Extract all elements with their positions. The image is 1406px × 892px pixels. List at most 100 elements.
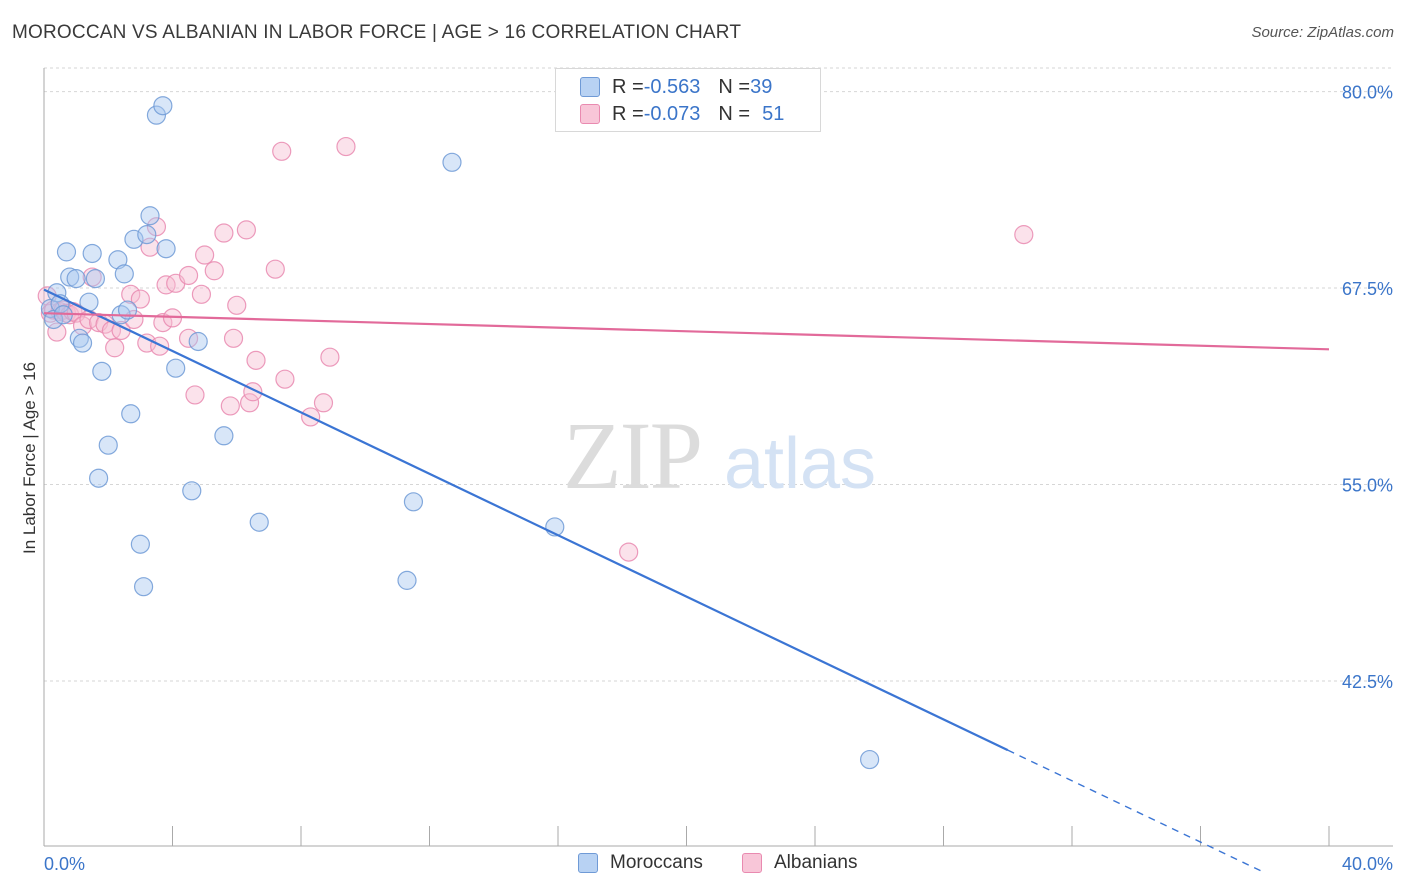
r-value: -0.073 (643, 102, 701, 125)
albanians-point (236, 220, 256, 240)
moroccans-point (60, 267, 80, 287)
albanians-point (156, 275, 176, 295)
data-points (37, 96, 1034, 770)
grid-lines (44, 67, 1393, 682)
albanians-point (240, 393, 260, 413)
moroccans-point (85, 269, 106, 289)
legend-label-moroccans: Moroccans (610, 852, 703, 873)
moroccans-point (214, 426, 234, 446)
moroccans-point (166, 358, 186, 378)
albanians-point (220, 396, 240, 416)
n-label: N = (718, 102, 751, 125)
moroccans-point (133, 577, 154, 597)
moroccans-point (66, 269, 86, 289)
moroccans-point (56, 242, 77, 262)
r-label: R = (612, 75, 644, 98)
albanians-point (204, 261, 224, 281)
legend-label-albanians: Albanians (774, 852, 858, 873)
moroccans-swatch (580, 77, 600, 97)
moroccans-point (140, 206, 160, 226)
y-tick-label: 42.5% (1342, 672, 1393, 692)
albanians-trend-line (43, 312, 1330, 351)
correlation-legend: R = -0.563 N = 39 R = -0.073 N = 51 (555, 68, 821, 132)
moroccans-point (188, 331, 208, 352)
moroccans-point (442, 152, 462, 172)
albanians-point (47, 322, 67, 342)
y-tick-label: 67.5% (1342, 279, 1393, 299)
albanians-point (146, 217, 167, 237)
moroccans-point (860, 749, 880, 770)
albanians-point (195, 245, 215, 265)
albanians-point (320, 347, 340, 367)
moroccans-point (397, 570, 417, 590)
moroccans-point (249, 512, 269, 532)
moroccans-point (108, 250, 128, 270)
albanians-point (246, 350, 266, 370)
albanians-point (121, 284, 141, 304)
moroccans-point (153, 96, 173, 116)
moroccans-point (137, 225, 157, 245)
legend-item-moroccans: Moroccans (578, 852, 703, 874)
x-tick-labels: 0.0% 40.0% (44, 854, 1393, 874)
albanians-point (272, 141, 292, 161)
chart-title: MOROCCAN VS ALBANIAN IN LABOR FORCE | AG… (12, 22, 742, 43)
trend-lines (43, 288, 1330, 874)
albanians-swatch (742, 853, 762, 873)
watermark: ZIP atlas (563, 402, 876, 509)
moroccans-point (124, 229, 144, 249)
albanians-point (619, 542, 639, 562)
albanians-point (313, 393, 334, 413)
albanians-swatch (580, 104, 600, 124)
series-legend: Moroccans Albanians (0, 852, 1406, 878)
y-tick-labels: 42.5% 55.0% 67.5% 80.0% (1342, 83, 1393, 692)
moroccans-point (98, 435, 118, 455)
moroccans-point (156, 239, 176, 259)
albanians-point (227, 295, 247, 315)
albanians-point (185, 385, 205, 405)
albanians-point (150, 336, 170, 356)
r-value: -0.563 (643, 75, 701, 98)
albanians-point (105, 338, 125, 358)
n-value: 39 (750, 75, 773, 98)
moroccans-point (403, 492, 424, 512)
moroccans-point (72, 333, 93, 353)
chart-source: Source: ZipAtlas.com (1251, 24, 1394, 41)
moroccans-point (92, 361, 112, 381)
moroccans-trend-extension (1007, 749, 1266, 874)
albanians-point (82, 267, 102, 287)
moroccans-point (146, 105, 167, 125)
albanians-point (1014, 225, 1034, 245)
n-label: N = (718, 75, 751, 98)
moroccans-trend-line (43, 288, 1009, 752)
x-tick-label: 0.0% (44, 854, 85, 874)
n-value: 51 (762, 102, 785, 125)
moroccans-swatch (578, 853, 598, 873)
legend-item-albanians: Albanians (742, 852, 857, 874)
r-label: R = (612, 102, 644, 125)
moroccans-point (82, 243, 102, 264)
albanians-point (140, 237, 160, 257)
albanians-point (336, 136, 356, 157)
moroccans-point (89, 468, 109, 488)
moroccans-point (121, 404, 141, 424)
moroccans-point (182, 481, 202, 501)
moroccans-point (114, 264, 134, 284)
albanians-point (178, 265, 199, 286)
y-tick-label: 55.0% (1342, 476, 1393, 496)
albanians-point (214, 223, 234, 243)
albanians-point (191, 284, 212, 304)
x-tick-label: 40.0% (1342, 854, 1393, 874)
axes (43, 68, 1393, 847)
y-tick-label: 80.0% (1342, 83, 1393, 103)
albanians-point (275, 369, 295, 389)
y-axis-label: In Labor Force | Age > 16 (20, 361, 39, 555)
albanians-point (130, 289, 150, 309)
watermark-zip: ZIP (563, 402, 701, 509)
legend-row-moroccans: R = -0.563 N = 39 (580, 74, 772, 100)
albanians-point (223, 328, 244, 348)
albanians-point (265, 259, 285, 279)
watermark-atlas: atlas (724, 424, 876, 504)
moroccans-point (130, 534, 150, 554)
legend-row-albanians: R = -0.073 N = 51 (580, 101, 784, 127)
